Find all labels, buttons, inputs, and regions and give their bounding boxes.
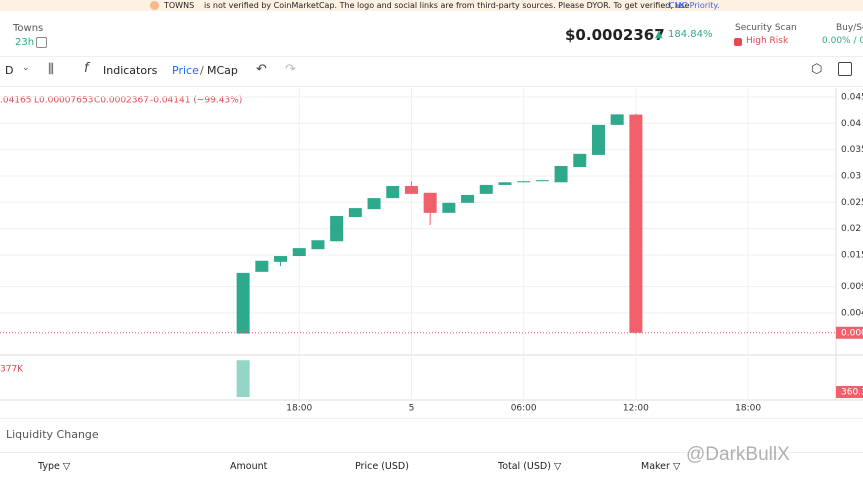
- candle-body: [442, 202, 456, 213]
- candle-body: [461, 194, 475, 203]
- fx-icon[interactable]: f: [84, 61, 89, 76]
- candle-body: [591, 124, 605, 155]
- price-change: 184.84%: [668, 29, 713, 40]
- price: $0.0002367: [565, 26, 665, 44]
- legend-low: L0.00007653: [34, 96, 93, 106]
- indicators[interactable]: Indicators: [103, 64, 158, 77]
- candle-body: [573, 153, 587, 168]
- x-tick-label: 5: [409, 404, 415, 414]
- candle-body: [404, 185, 418, 194]
- x-tick-label: 18:00: [286, 404, 312, 414]
- column-header[interactable]: Total (USD) ▽: [498, 461, 562, 472]
- volume-label: 377K: [0, 365, 24, 375]
- interval-caret[interactable]: ⌄: [22, 63, 30, 73]
- legend-change: -0.04141 (−99.43%): [150, 96, 242, 106]
- settings[interactable]: ⬡: [811, 62, 823, 77]
- candle-body: [386, 185, 400, 199]
- token-age: 23h: [15, 37, 35, 48]
- column-label: Total (USD): [498, 461, 551, 472]
- price-toggle[interactable]: Price: [172, 64, 199, 77]
- token-name: Towns: [13, 23, 44, 34]
- banner: TOWNS is not verified by CoinMarketCap. …: [0, 0, 863, 11]
- change-arrow: ▲: [655, 29, 663, 40]
- candle-body: [498, 182, 512, 185]
- candle-body: [479, 184, 493, 194]
- candle-body: [554, 165, 568, 183]
- watermark: @DarkBullX: [686, 444, 790, 465]
- candle-body: [348, 208, 362, 218]
- y-tick-label: 0.004: [841, 308, 863, 318]
- candle-icon[interactable]: ⫼: [48, 62, 54, 77]
- security-label: Security Scan: [735, 23, 797, 33]
- price-marker-box: [836, 326, 863, 339]
- candle-body: [517, 181, 531, 183]
- fullscreen[interactable]: [838, 62, 852, 76]
- y-tick-label: 0.009: [841, 282, 863, 292]
- divider: [0, 418, 863, 419]
- candle-body: [311, 240, 325, 250]
- candle-body: [535, 180, 549, 182]
- volume-marker-box: [836, 386, 863, 398]
- buysell-value: 0.00% / 0.: [822, 36, 863, 46]
- legend-open: .04165: [0, 96, 32, 106]
- y-tick-label: 0.03: [841, 171, 861, 181]
- column-label: Type: [38, 461, 60, 472]
- candle-body: [423, 192, 437, 213]
- volume-marker: 360.3: [841, 388, 863, 398]
- banner-link[interactable]: CMC Priority.: [669, 1, 720, 10]
- column-header[interactable]: Maker ▽: [641, 461, 681, 472]
- candle-body: [629, 114, 643, 333]
- column-label: Maker: [641, 461, 670, 472]
- x-tick-label: 12:00: [623, 404, 649, 414]
- x-tick-label: 18:00: [735, 404, 761, 414]
- candle-body: [274, 256, 288, 262]
- divider: [0, 86, 863, 87]
- column-header: Amount: [230, 461, 268, 472]
- y-tick-label: 0.045: [841, 92, 863, 102]
- price-marker: 0.000: [841, 328, 863, 338]
- divider: [0, 56, 863, 57]
- y-tick-label: 0.025: [841, 198, 863, 208]
- divider: [0, 452, 863, 453]
- candle-body: [610, 114, 624, 125]
- column-header: Price (USD): [355, 461, 409, 472]
- token-icon: [150, 1, 159, 10]
- candle-body: [292, 248, 306, 257]
- mcap-toggle[interactable]: MCap: [207, 64, 238, 77]
- banner-text: is not verified by CoinMarketCap. The lo…: [204, 1, 690, 10]
- candle-body: [367, 198, 381, 210]
- security-value[interactable]: High Risk: [746, 36, 789, 46]
- y-tick-label: 0.015: [841, 250, 863, 260]
- y-tick-label: 0.035: [841, 145, 863, 155]
- interval[interactable]: D: [5, 64, 14, 77]
- undo[interactable]: ↶: [256, 62, 267, 77]
- candle-body: [330, 216, 344, 242]
- legend-close: C0.0002367: [94, 96, 149, 106]
- y-tick-label: 0.02: [841, 224, 861, 234]
- redo[interactable]: ↷: [285, 62, 296, 77]
- x-tick-label: 06:00: [511, 404, 537, 414]
- table-title: Liquidity Change: [6, 428, 99, 441]
- volume-bar: [236, 360, 250, 397]
- y-tick-label: 0.04: [841, 119, 861, 129]
- toggle-slash: /: [200, 64, 204, 77]
- candle-body: [236, 272, 250, 334]
- banner-token: TOWNS: [164, 1, 195, 10]
- copy-icon[interactable]: [36, 37, 47, 48]
- buysell-label: Buy/Sell: [836, 23, 863, 33]
- column-header[interactable]: Type ▽: [38, 461, 71, 472]
- candle-body: [255, 260, 269, 272]
- risk-icon: [734, 38, 742, 46]
